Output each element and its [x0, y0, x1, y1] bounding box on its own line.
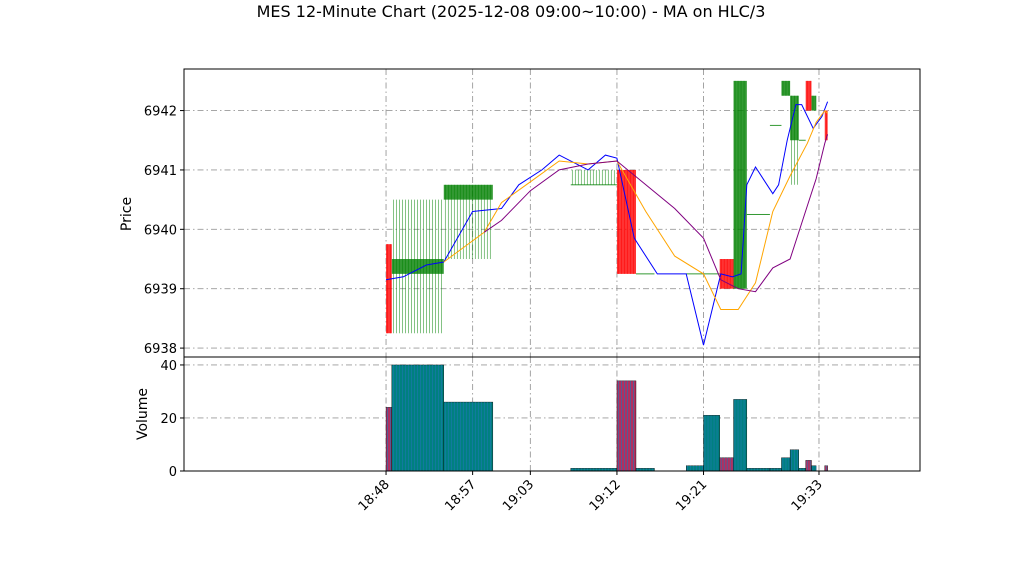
candle: [798, 139, 806, 141]
price-tick-label: 6942: [144, 105, 177, 120]
volume-bar: [616, 380, 637, 471]
x-tick-label: 18:48: [356, 477, 393, 514]
candle-body: [733, 80, 747, 289]
candle: [805, 80, 812, 111]
price-tick-label: 6939: [144, 283, 177, 298]
volume-bar: [385, 407, 393, 471]
volume-bar-fill: [811, 465, 817, 471]
volume-bar: [789, 449, 799, 471]
volume-bar: [781, 457, 791, 471]
chart-title: MES 12-Minute Chart (2025-12-08 09:00~10…: [257, 2, 766, 21]
candle-body: [781, 80, 791, 96]
volume-bar: [733, 399, 748, 471]
volume-bar-fill: [635, 468, 655, 471]
x-tick-label: 19:33: [789, 477, 826, 514]
volume-bar: [719, 457, 734, 471]
ma-line: [483, 134, 829, 293]
volume-bar-fill: [686, 465, 704, 471]
volume-bar: [811, 465, 817, 471]
candle-body: [746, 213, 770, 215]
candle: [746, 213, 770, 215]
volume-bar: [824, 465, 828, 471]
volume-frame: [183, 356, 921, 472]
volume-bar: [391, 364, 444, 471]
volume-bar: [703, 415, 720, 471]
candle: [443, 184, 493, 260]
volume-bars: [385, 364, 828, 471]
candle-body: [811, 95, 817, 111]
volume-tick-label: 0: [169, 465, 177, 480]
volume-bar-fill: [805, 460, 812, 471]
candle-body: [391, 259, 444, 274]
candle-body: [790, 95, 799, 141]
price-frame: [183, 68, 921, 358]
candles: [385, 80, 829, 346]
volume-bar-fill: [733, 399, 748, 471]
x-tick-label: 19:21: [673, 477, 710, 514]
x-tick-label: 18:57: [442, 477, 479, 514]
ma-line: [385, 101, 829, 346]
volume-axis-label: Volume: [135, 388, 151, 440]
candle: [635, 273, 655, 275]
ma-line: [443, 109, 828, 310]
candle-body: [386, 244, 392, 334]
volume-bar: [443, 401, 494, 471]
candle-body: [443, 184, 493, 200]
volume-bar-fill: [703, 415, 720, 471]
candle-body: [824, 110, 828, 141]
volume-bar-fill: [616, 380, 637, 471]
candle: [811, 95, 817, 111]
x-tick-label: 19:03: [500, 477, 537, 514]
candle-body: [616, 169, 636, 274]
volume-tick-label: 20: [160, 412, 177, 427]
candle: [703, 273, 720, 275]
candle-body: [798, 139, 806, 141]
volume-bar-fill: [443, 401, 494, 471]
candle-body: [769, 124, 782, 126]
price-tick-label: 6940: [144, 223, 177, 238]
volume-bar-fill: [385, 407, 393, 471]
price-tick-label: 6941: [144, 164, 177, 179]
candle: [824, 110, 828, 141]
volume-bar: [686, 465, 704, 471]
candle: [781, 80, 791, 96]
volume-panel: 0 20 40 18:48 18:57 19:03 19:12 19:21 19:33: [160, 356, 921, 514]
x-tick-label: 19:12: [587, 477, 624, 514]
candle: [686, 273, 704, 275]
price-tick-label: 6938: [144, 342, 177, 357]
candle: [391, 199, 444, 334]
volume-bar-fill: [719, 457, 734, 471]
candle: [616, 169, 636, 274]
price-panel: 6938 6939 6940 6941 6942: [144, 68, 921, 358]
price-axis-label: Price: [119, 197, 135, 231]
candle-body: [703, 273, 720, 275]
candle-body: [805, 80, 812, 111]
candle-body: [635, 273, 655, 275]
volume-tick-label: 40: [160, 359, 177, 374]
candle: [733, 80, 747, 289]
candle-body: [570, 184, 617, 186]
candle: [386, 244, 392, 334]
candle-body: [686, 273, 704, 275]
volume-bar: [805, 460, 812, 471]
candle: [769, 124, 782, 126]
candle: [570, 169, 617, 186]
